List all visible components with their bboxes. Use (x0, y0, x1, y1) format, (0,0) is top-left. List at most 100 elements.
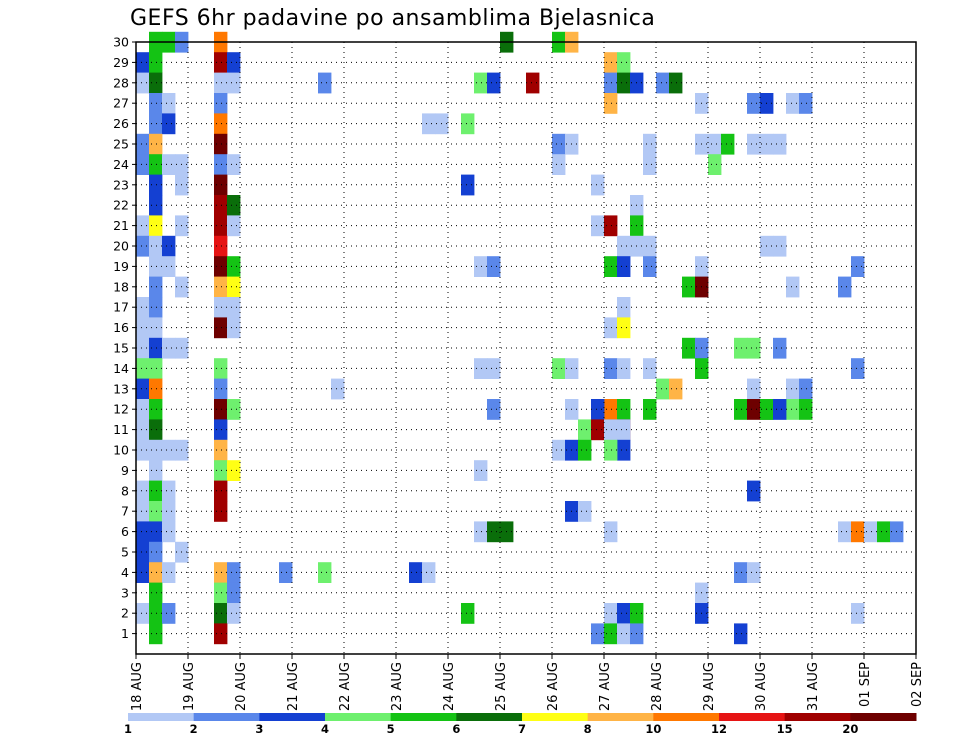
heatmap-cell (487, 256, 501, 277)
heatmap-cell (604, 358, 618, 379)
heatmap-cell (162, 337, 176, 359)
heatmap-cell (149, 113, 163, 135)
heatmap-cell (669, 72, 683, 94)
heatmap-cell (799, 399, 813, 420)
heatmap-cell (149, 541, 163, 563)
heatmap-cell (838, 276, 852, 298)
y-tick-label: 23 (113, 177, 129, 192)
heatmap-cell (552, 154, 566, 175)
legend-label: 20 (842, 722, 858, 736)
y-tick-label: 11 (113, 422, 129, 437)
y-tick-label: 29 (113, 55, 129, 70)
x-tick-label: 30 AUG (754, 662, 769, 711)
y-tick-label: 15 (113, 341, 129, 356)
heatmap-cell (227, 460, 241, 481)
heatmap-cell (643, 399, 657, 420)
heatmap-cell (214, 113, 228, 135)
heatmap-cell (227, 562, 241, 583)
y-axis: 1234567891011121314151617181920212223242… (113, 35, 136, 641)
heatmap-cell (617, 235, 631, 257)
heatmap-cell (136, 215, 150, 237)
heatmap-cell (747, 133, 761, 155)
heatmap-cell (136, 317, 150, 339)
heatmap-cell (604, 521, 618, 543)
heatmap-cell (149, 133, 163, 155)
y-tick-label: 21 (113, 218, 129, 233)
y-tick-label: 27 (113, 96, 129, 111)
heatmap-cell (149, 52, 163, 73)
heatmap-cell (578, 501, 592, 522)
heatmap-cell (227, 399, 241, 420)
legend-swatch (456, 713, 523, 721)
heatmap-cell (656, 72, 670, 94)
heatmap-cell (552, 358, 566, 379)
heatmap-cell (136, 480, 150, 502)
heatmap-cell (162, 154, 176, 175)
heatmap-cell (604, 93, 618, 114)
heatmap-cell (578, 439, 592, 461)
y-tick-label: 2 (121, 606, 129, 621)
y-tick-label: 14 (113, 361, 129, 376)
y-tick-label: 4 (121, 565, 129, 580)
y-tick-label: 9 (121, 463, 129, 478)
heatmap-cell (149, 235, 163, 257)
heatmap-cell (227, 52, 241, 73)
heatmap-cell (136, 154, 150, 175)
heatmap-cell (474, 256, 488, 277)
heatmap-cell (773, 337, 787, 359)
heatmap-cell (162, 521, 176, 543)
heatmap-cell (227, 317, 241, 339)
y-tick-label: 1 (121, 626, 129, 641)
heatmap-cell (487, 521, 501, 543)
y-tick-label: 28 (113, 75, 129, 90)
heatmap-cell (214, 358, 228, 379)
heatmap-cell (214, 378, 228, 400)
heatmap-cell (734, 337, 748, 359)
heatmap-cell (227, 154, 241, 175)
heatmap-cells (136, 31, 904, 645)
heatmap-cell (643, 358, 657, 379)
legend-swatch (390, 713, 457, 721)
heatmap-cell (734, 562, 748, 583)
heatmap-cell (149, 399, 163, 420)
y-tick-label: 10 (113, 443, 129, 458)
legend-swatch (259, 713, 326, 721)
heatmap-cell (279, 562, 293, 583)
heatmap-cell (604, 256, 618, 277)
heatmap-cell (149, 460, 163, 481)
heatmap-cell (617, 297, 631, 318)
heatmap-cell (708, 133, 722, 155)
heatmap-cell (526, 72, 540, 94)
heatmap-cell (604, 623, 618, 645)
y-tick-label: 20 (113, 239, 129, 254)
heatmap-cell (604, 603, 618, 624)
heatmap-cell (162, 480, 176, 502)
heatmap-cell (773, 235, 787, 257)
heatmap-cell (773, 133, 787, 155)
legend-label: 7 (518, 722, 526, 736)
heatmap-cell (409, 562, 423, 583)
y-tick-label: 25 (113, 137, 129, 152)
heatmap-cell (773, 399, 787, 420)
heatmap-cell (149, 93, 163, 114)
heatmap-cell (136, 419, 150, 441)
heatmap-cell (747, 562, 761, 583)
heatmap-cell (162, 235, 176, 257)
heatmap-cell (799, 378, 813, 400)
heatmap-cell (162, 93, 176, 114)
legend-label: 15 (777, 722, 793, 736)
heatmap-cell (149, 623, 163, 645)
heatmap-cell (136, 337, 150, 359)
heatmap-cell (149, 174, 163, 196)
heatmap-cell (682, 337, 696, 359)
y-tick-label: 26 (113, 116, 129, 131)
legend-swatch (653, 713, 720, 721)
heatmap-cell (656, 378, 670, 400)
x-tick-label: 22 AUG (338, 662, 353, 711)
heatmap-cell (617, 317, 631, 339)
heatmap-cell (617, 623, 631, 645)
legend-label: 2 (190, 722, 198, 736)
x-tick-label: 23 AUG (390, 662, 405, 711)
heatmap-cell (227, 195, 241, 216)
heatmap-cell (786, 93, 800, 114)
